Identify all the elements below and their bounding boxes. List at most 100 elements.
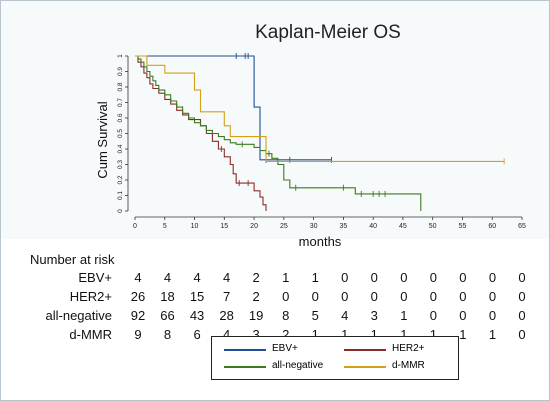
risk-value: 2	[252, 289, 260, 304]
x-tick-label: 30	[310, 223, 318, 230]
risk-row-label: all-negative	[45, 308, 113, 323]
risk-value: 1	[282, 270, 290, 285]
risk-value: 1	[429, 327, 437, 342]
risk-value: 0	[459, 308, 467, 323]
x-tick-label: 25	[280, 223, 288, 230]
legend-label: HER2+	[392, 343, 425, 354]
legend-swatch	[224, 349, 266, 351]
y-tick-label: 0.7	[117, 98, 124, 107]
y-tick-label: 0.8	[117, 82, 124, 91]
x-axis-label: months	[299, 234, 342, 249]
risk-row: HER2+ 26 18 15 7 2 0 0 0 0 0 0 0 0 0	[0, 289, 550, 307]
x-tick-label: 0	[133, 223, 137, 230]
risk-value: 1	[400, 327, 408, 342]
legend-label: d-MMR	[392, 360, 425, 371]
risk-value: 0	[488, 308, 497, 323]
y-axis-label: Cum Survival	[95, 101, 110, 178]
risk-value: 1	[459, 327, 467, 342]
risk-value: 7	[222, 289, 231, 304]
legend-swatch	[224, 366, 266, 368]
risk-value: 1	[311, 327, 319, 342]
series-her2	[135, 55, 267, 211]
plot-background	[1, 1, 549, 239]
risk-row: d-MMR 9 8 6 4 3 2 1 1 1 1 1 1 1 0	[0, 327, 550, 345]
risk-value: 0	[429, 289, 437, 304]
y-tick-label: 0	[117, 209, 124, 213]
x-tick-label: 15	[220, 223, 228, 230]
survival-curve-her2	[135, 55, 267, 211]
survival-curve-ebv	[135, 55, 332, 161]
risk-value: 0	[459, 289, 467, 304]
risk-value: 4	[341, 308, 349, 323]
y-tick-label: 0.3	[117, 160, 124, 169]
x-tick-label: 60	[488, 223, 496, 230]
risk-value: 92	[130, 308, 146, 323]
risk-value: 4	[163, 270, 172, 285]
legend: EBV+ HER2+ all-negative d-MMR	[211, 336, 459, 380]
risk-value: 8	[282, 308, 290, 323]
risk-value: 0	[459, 270, 467, 285]
risk-value: 1	[370, 327, 378, 342]
risk-value: 0	[518, 327, 526, 342]
risk-value: 4	[193, 270, 201, 285]
risk-row-label: d-MMR	[69, 327, 112, 342]
risk-value: 0	[370, 270, 378, 285]
series-layer	[135, 53, 505, 211]
risk-value: 0	[400, 270, 408, 285]
risk-value: 5	[311, 308, 319, 323]
risk-value: 1	[400, 308, 408, 323]
x-tick-label: 5	[163, 223, 167, 230]
risk-value: 19	[248, 308, 264, 323]
survival-curve-all-negative	[135, 55, 422, 211]
risk-value: 3	[370, 308, 378, 323]
risk-value: 0	[429, 270, 437, 285]
risk-value: 0	[518, 270, 526, 285]
risk-row-label: HER2+	[69, 289, 112, 304]
risk-value: 9	[134, 327, 142, 342]
legend-swatch	[344, 366, 386, 368]
risk-value: 0	[488, 289, 497, 304]
risk-value: 28	[219, 308, 234, 323]
x-tick-label: 40	[369, 223, 377, 230]
risk-value: 18	[160, 289, 175, 304]
series-d-mmr	[135, 55, 505, 165]
x-tick-label: 65	[518, 223, 526, 230]
risk-value: 8	[163, 327, 172, 342]
risk-value: 4	[222, 270, 231, 285]
y-tick-label: 0.5	[117, 129, 124, 138]
risk-value: 2	[282, 327, 290, 342]
risk-value: 0	[341, 270, 349, 285]
risk-value: 0	[341, 289, 349, 304]
risk-value: 0	[282, 289, 290, 304]
risk-value: 1	[488, 327, 497, 342]
x-tick-label: 50	[429, 223, 437, 230]
chart-title: Kaplan-Meier OS	[255, 22, 401, 43]
risk-value: 1	[341, 327, 349, 342]
risk-value: 6	[193, 327, 201, 342]
x-tick-label: 10	[191, 223, 199, 230]
y-tick-label: 0.9	[117, 67, 124, 76]
y-tick-label: 1	[117, 54, 124, 58]
risk-row: EBV+ 4 4 4 4 2 1 1 0 0 0 0 0 0 0	[0, 270, 550, 288]
risk-value: 4	[134, 270, 142, 285]
x-tick-label: 35	[339, 223, 347, 230]
risk-value: 43	[189, 308, 205, 323]
risk-row-label: EBV+	[78, 270, 112, 285]
risk-value: 0	[518, 289, 526, 304]
risk-value: 4	[222, 327, 231, 342]
axes: 0 5 10 15 20 25 30 35 40 45 50 55 60 65 0 0.1 0.2 0.3 0.4 0…	[117, 54, 526, 230]
x-tick-label: 45	[399, 223, 407, 230]
risk-value: 0	[400, 289, 408, 304]
risk-row: all-negative 92 66 43 28 19 8 5 4 3 1 0 0 0 0	[0, 308, 550, 326]
y-tick-label: 0.1	[117, 191, 124, 200]
survival-curve-d-mmr	[135, 55, 505, 162]
y-tick-label: 0.6	[117, 113, 124, 122]
legend-label: EBV+	[272, 343, 298, 354]
risk-value: 0	[311, 289, 319, 304]
risk-value: 1	[311, 270, 319, 285]
risk-value: 15	[189, 289, 205, 304]
risk-value: 2	[252, 270, 260, 285]
risk-value: 66	[160, 308, 175, 323]
risk-table-header: Number at risk	[30, 252, 115, 267]
risk-value: 26	[130, 289, 146, 304]
